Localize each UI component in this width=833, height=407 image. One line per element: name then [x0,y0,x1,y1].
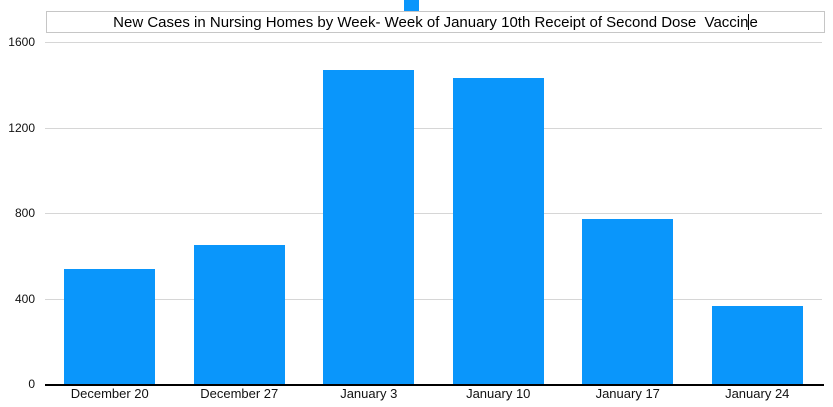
x-axis-tick-label: January 10 [466,386,531,401]
x-axis-tick-label: January 24 [725,386,790,401]
x-axis-line [45,383,824,386]
bar-january-3 [323,69,415,384]
text-caret [748,14,750,30]
x-axis-tick-label: December 20 [70,386,149,401]
gridline [45,127,822,129]
y-axis-tick-label: 800 [14,206,35,220]
x-axis-tick-label: December 27 [200,386,279,401]
bar-january-24 [711,305,803,384]
gridline [45,42,822,43]
chart-title-input[interactable]: New Cases in Nursing Homes by Week- Week… [46,11,825,33]
chart-title-text-before-caret: New Cases in Nursing Homes by Week- Week… [113,13,749,31]
bar-december-27 [193,245,285,384]
y-axis-tick-label: 400 [14,291,35,306]
x-axis-tick-label: January 17 [595,386,660,401]
y-axis-tick-label: 1200 [8,120,35,135]
bar-december-20 [64,268,156,384]
gridline [45,213,822,214]
bar-january-10 [452,78,544,384]
gridline [45,298,822,300]
legend-series-swatch [404,0,419,11]
y-axis-tick-label: 0 [28,377,35,391]
x-axis-tick-label: January 3 [340,386,398,401]
y-axis-tick-label: 1600 [8,35,35,49]
chart-title-text-after-caret: e [749,13,758,31]
bar-january-17 [582,219,674,384]
